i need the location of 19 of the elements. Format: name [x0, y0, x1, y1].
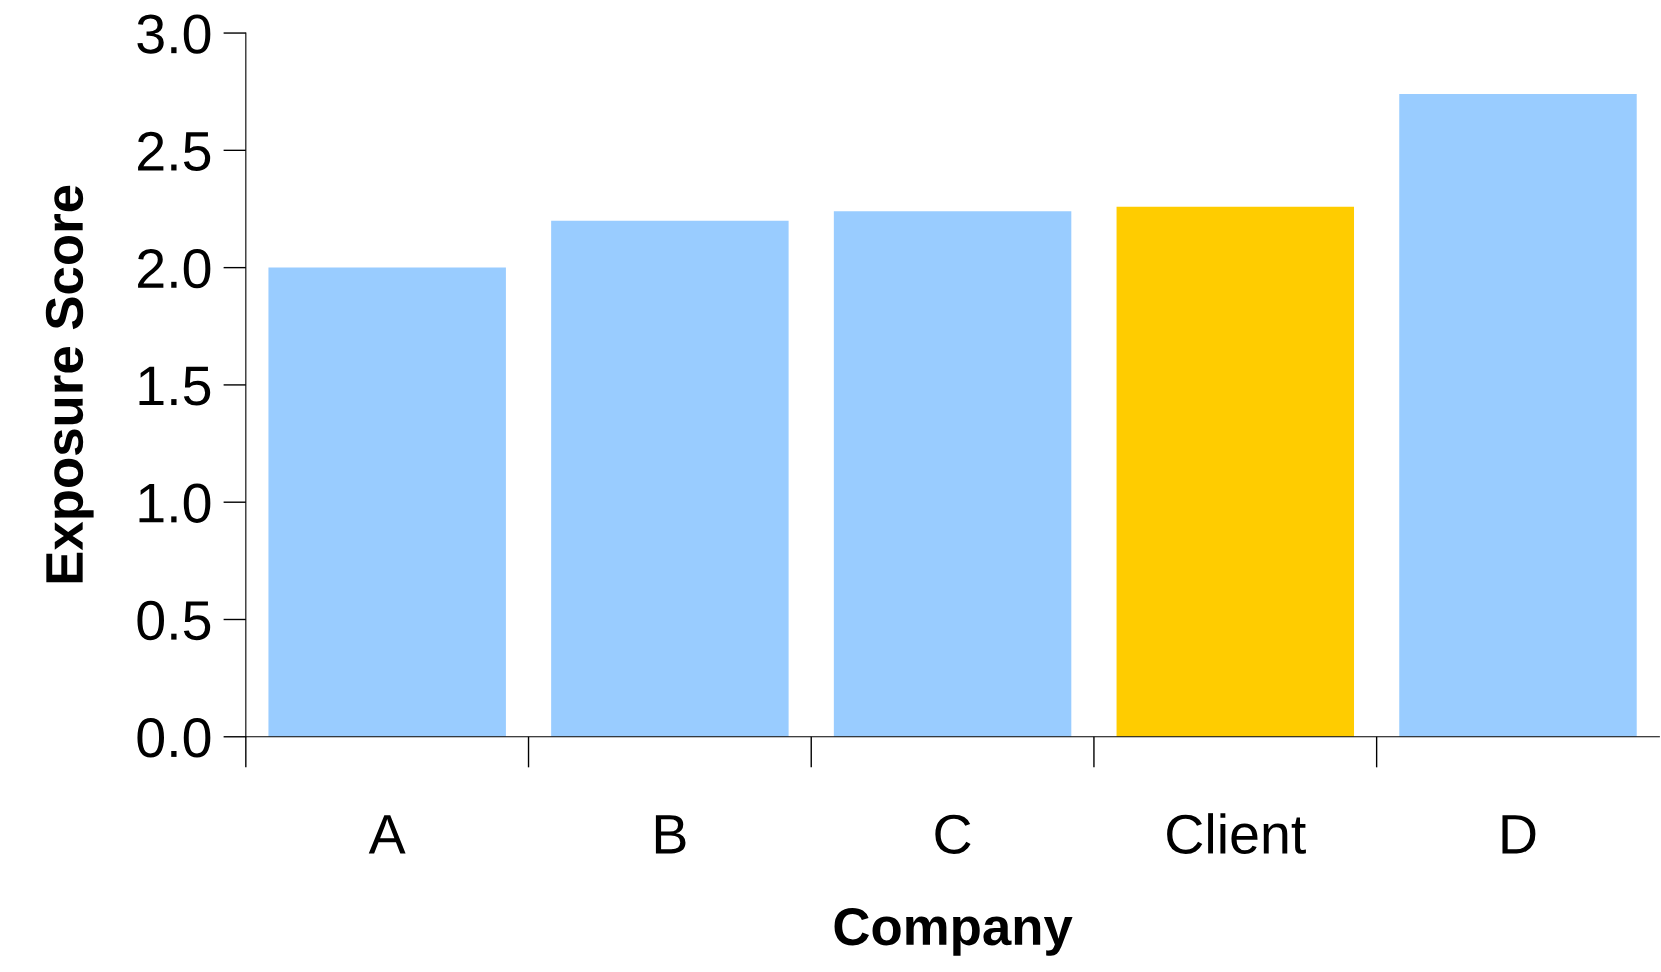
y-tick-label: 2.0 [138, 248, 211, 289]
y-axis-title: Exposure Score [45, 185, 94, 583]
bar [551, 220, 789, 737]
x-tick-label: Client [1167, 813, 1306, 854]
x-axis-title: Company [834, 908, 1073, 956]
y-tick-label: 0.0 [137, 718, 211, 758]
bar [833, 211, 1072, 737]
y-tick-label: 2.5 [138, 131, 211, 172]
x-tick-label: A [368, 815, 406, 854]
y-tick-label: 1.5 [139, 366, 211, 406]
bar [1399, 94, 1637, 737]
y-tick-label: 0.5 [137, 600, 211, 641]
bar [1116, 206, 1355, 737]
x-tick-label: D [1502, 815, 1536, 854]
bar [268, 267, 506, 737]
y-tick-label: 3.0 [137, 14, 211, 54]
y-tick-label: 1.0 [139, 483, 211, 523]
x-tick-label: C [935, 814, 971, 854]
x-tick-label: B [655, 815, 686, 854]
